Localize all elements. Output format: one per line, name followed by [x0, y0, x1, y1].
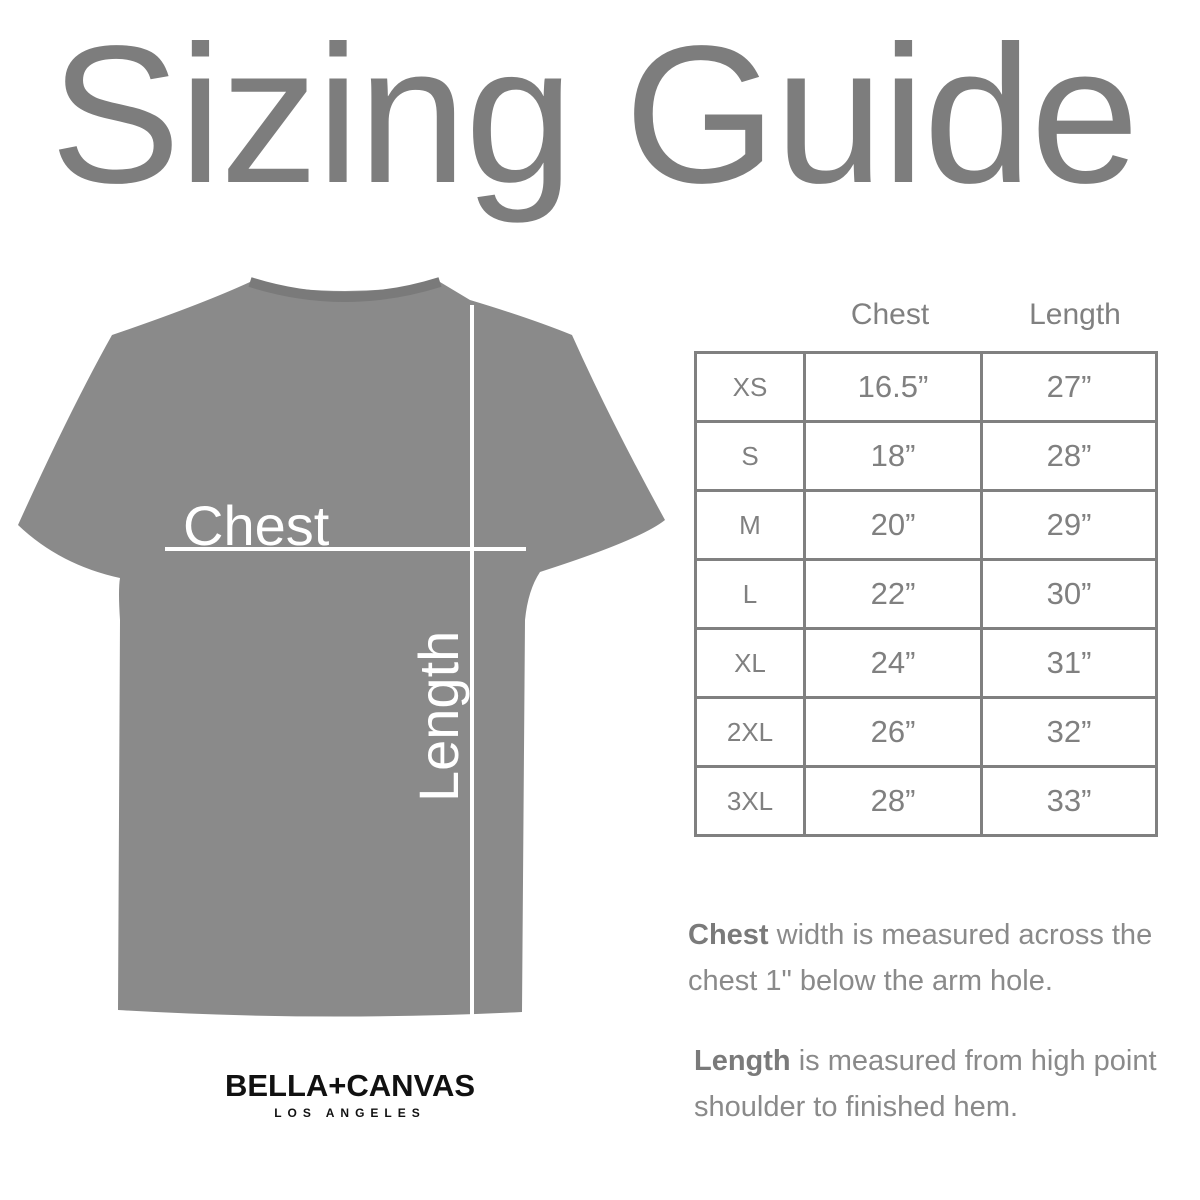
table-row: M 20” 29” [694, 489, 1158, 561]
length-label: Length [407, 631, 470, 802]
cell-chest: 20” [803, 489, 983, 561]
cell-size: XS [694, 351, 806, 423]
chest-note: Chest width is measured across the chest… [688, 919, 1153, 997]
cell-chest: 26” [803, 696, 983, 768]
cell-length: 27” [980, 351, 1158, 423]
cell-length: 32” [980, 696, 1158, 768]
cell-length: 28” [980, 420, 1158, 492]
bella-canvas-logo: BELLA+CANVAS LOS ANGELES [224, 1068, 476, 1120]
cell-length: 30” [980, 558, 1158, 630]
cell-size: L [694, 558, 806, 630]
tshirt-shape [18, 282, 665, 1017]
cell-length: 29” [980, 489, 1158, 561]
table-row: XS 16.5” 27” [694, 351, 1158, 423]
cell-size: XL [694, 627, 806, 699]
cell-chest: 28” [803, 765, 983, 837]
size-table: XS 16.5” 27” S 18” 28” M 20” 29” L 22” 30” XL 24” 31” 2… [694, 351, 1158, 837]
tshirt-illustration: Chest Length [18, 277, 665, 1017]
table-row: L 22” 30” [694, 558, 1158, 630]
cell-length: 33” [980, 765, 1158, 837]
cell-length: 31” [980, 627, 1158, 699]
cell-chest: 22” [803, 558, 983, 630]
cell-chest: 24” [803, 627, 983, 699]
cell-chest: 18” [803, 420, 983, 492]
table-row: 2XL 26” 32” [694, 696, 1158, 768]
header-chest: Chest [850, 298, 930, 331]
table-row: 3XL 28” 33” [694, 765, 1158, 837]
cell-size: S [694, 420, 806, 492]
cell-size: 3XL [694, 765, 806, 837]
length-note: Length is measured from high point shoul… [694, 1045, 1157, 1123]
cell-size: M [694, 489, 806, 561]
cell-chest: 16.5” [803, 351, 983, 423]
chest-label: Chest [183, 494, 330, 557]
page-title: Sizing Guide [50, 5, 1139, 224]
cell-size: 2XL [694, 696, 806, 768]
table-row: XL 24” 31” [694, 627, 1158, 699]
table-row: S 18” 28” [694, 420, 1158, 492]
header-length: Length [1029, 298, 1121, 331]
